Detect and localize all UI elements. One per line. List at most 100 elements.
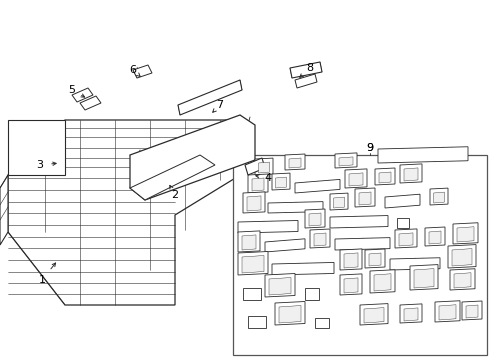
Polygon shape bbox=[429, 231, 441, 244]
Polygon shape bbox=[374, 274, 391, 291]
Text: 8: 8 bbox=[306, 63, 314, 73]
Polygon shape bbox=[365, 249, 385, 268]
Polygon shape bbox=[349, 173, 363, 186]
Polygon shape bbox=[133, 65, 152, 78]
Polygon shape bbox=[334, 197, 344, 208]
Polygon shape bbox=[339, 157, 353, 166]
Text: 3: 3 bbox=[36, 160, 44, 170]
Polygon shape bbox=[130, 115, 255, 200]
Polygon shape bbox=[238, 220, 298, 233]
Polygon shape bbox=[400, 304, 422, 323]
Polygon shape bbox=[272, 262, 334, 275]
Polygon shape bbox=[243, 192, 265, 213]
Polygon shape bbox=[310, 229, 330, 248]
Polygon shape bbox=[72, 88, 93, 102]
Polygon shape bbox=[8, 120, 65, 175]
Polygon shape bbox=[340, 274, 362, 295]
Bar bbox=[233, 155, 487, 355]
Text: 9: 9 bbox=[367, 143, 373, 153]
Text: 1: 1 bbox=[39, 275, 46, 285]
Polygon shape bbox=[355, 188, 375, 207]
Text: 2: 2 bbox=[172, 190, 178, 200]
Polygon shape bbox=[252, 178, 264, 191]
Polygon shape bbox=[238, 231, 260, 252]
Text: 4: 4 bbox=[265, 173, 271, 183]
Polygon shape bbox=[238, 252, 268, 275]
Polygon shape bbox=[275, 177, 286, 188]
Polygon shape bbox=[453, 223, 478, 244]
Polygon shape bbox=[335, 153, 357, 168]
Polygon shape bbox=[314, 233, 326, 246]
Polygon shape bbox=[315, 318, 329, 328]
Polygon shape bbox=[265, 239, 305, 252]
Polygon shape bbox=[404, 168, 418, 181]
Polygon shape bbox=[397, 218, 409, 228]
Polygon shape bbox=[462, 301, 482, 320]
Polygon shape bbox=[369, 253, 381, 266]
Polygon shape bbox=[404, 308, 418, 321]
Polygon shape bbox=[390, 258, 440, 270]
Polygon shape bbox=[178, 80, 242, 115]
Polygon shape bbox=[454, 273, 471, 288]
Polygon shape bbox=[248, 316, 266, 328]
Polygon shape bbox=[289, 158, 301, 168]
Polygon shape bbox=[450, 269, 475, 290]
Polygon shape bbox=[268, 202, 323, 213]
Polygon shape bbox=[265, 274, 295, 297]
Polygon shape bbox=[395, 229, 417, 248]
Text: 9: 9 bbox=[367, 143, 373, 153]
Polygon shape bbox=[448, 244, 476, 268]
Polygon shape bbox=[410, 265, 438, 290]
Polygon shape bbox=[457, 227, 474, 242]
Polygon shape bbox=[359, 192, 371, 205]
Polygon shape bbox=[295, 179, 340, 193]
Polygon shape bbox=[379, 172, 391, 183]
Polygon shape bbox=[248, 174, 268, 193]
Polygon shape bbox=[305, 288, 319, 300]
Polygon shape bbox=[247, 196, 261, 211]
Polygon shape bbox=[295, 74, 317, 88]
Polygon shape bbox=[360, 303, 388, 325]
Polygon shape bbox=[344, 278, 358, 293]
Polygon shape bbox=[345, 169, 367, 188]
Polygon shape bbox=[335, 238, 390, 250]
Polygon shape bbox=[243, 288, 261, 300]
Polygon shape bbox=[0, 175, 8, 245]
Polygon shape bbox=[452, 249, 472, 266]
Polygon shape bbox=[466, 305, 478, 318]
Polygon shape bbox=[290, 62, 322, 78]
Polygon shape bbox=[8, 120, 237, 305]
Polygon shape bbox=[259, 162, 270, 173]
Text: 5: 5 bbox=[69, 85, 75, 95]
Polygon shape bbox=[309, 213, 321, 226]
Polygon shape bbox=[378, 147, 468, 163]
Polygon shape bbox=[425, 227, 445, 246]
Polygon shape bbox=[245, 158, 265, 175]
Polygon shape bbox=[269, 278, 291, 295]
Text: 6: 6 bbox=[129, 65, 137, 75]
Polygon shape bbox=[434, 192, 444, 203]
Text: 7: 7 bbox=[217, 100, 223, 110]
Polygon shape bbox=[399, 233, 413, 246]
Polygon shape bbox=[370, 270, 395, 293]
Polygon shape bbox=[305, 209, 325, 228]
Polygon shape bbox=[435, 301, 460, 322]
Polygon shape bbox=[430, 188, 448, 205]
Polygon shape bbox=[255, 158, 273, 175]
Polygon shape bbox=[275, 302, 305, 325]
Polygon shape bbox=[385, 194, 420, 208]
Polygon shape bbox=[375, 168, 395, 185]
Polygon shape bbox=[272, 173, 290, 190]
Polygon shape bbox=[414, 269, 434, 288]
Polygon shape bbox=[340, 249, 362, 270]
Polygon shape bbox=[344, 253, 358, 268]
Polygon shape bbox=[400, 164, 422, 183]
Polygon shape bbox=[279, 306, 301, 323]
Polygon shape bbox=[364, 307, 384, 323]
Polygon shape bbox=[80, 96, 101, 110]
Polygon shape bbox=[130, 155, 215, 200]
Polygon shape bbox=[330, 216, 388, 228]
Polygon shape bbox=[242, 256, 264, 273]
Polygon shape bbox=[285, 154, 305, 170]
Polygon shape bbox=[242, 235, 256, 250]
